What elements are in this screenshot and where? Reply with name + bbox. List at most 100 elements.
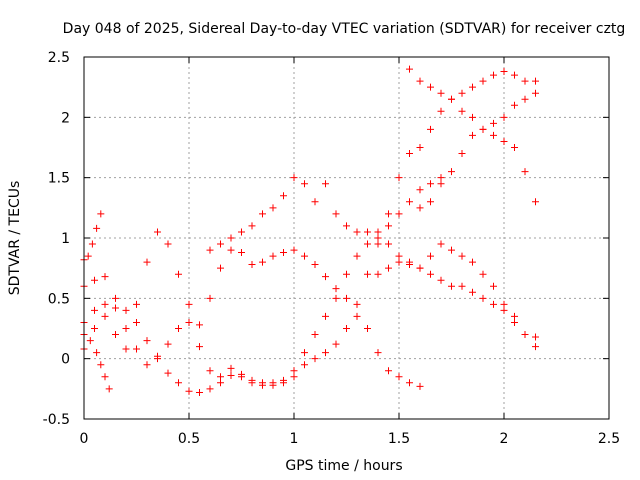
data-point xyxy=(311,331,319,339)
data-point xyxy=(217,264,224,272)
data-point xyxy=(343,270,350,278)
data-point xyxy=(164,240,172,248)
axis-ticks: 0 0.5 1 1.5 2 2.5 -0.5 0 0.5 1 1.5 2 2.5 xyxy=(43,50,620,447)
data-point xyxy=(101,312,109,320)
data-point xyxy=(364,325,371,332)
data-point xyxy=(101,273,109,281)
data-point xyxy=(227,234,235,242)
data-point xyxy=(133,318,140,326)
data-point xyxy=(469,288,476,296)
x-axis-label: GPS time / hours xyxy=(285,458,402,474)
data-point xyxy=(511,101,518,109)
data-point xyxy=(227,364,235,372)
data-point xyxy=(469,83,476,91)
data-point xyxy=(91,276,98,284)
data-point xyxy=(385,264,392,272)
data-point xyxy=(227,372,235,380)
data-point xyxy=(301,180,308,188)
y-tick-label: 0.5 xyxy=(48,291,70,307)
data-point xyxy=(343,294,350,302)
data-point xyxy=(427,252,434,260)
data-point xyxy=(521,168,529,176)
data-point xyxy=(196,343,203,351)
data-point xyxy=(269,252,277,260)
data-point xyxy=(406,198,413,206)
data-point xyxy=(437,174,445,182)
data-point xyxy=(175,270,182,278)
data-point xyxy=(86,337,94,345)
data-point xyxy=(374,270,382,278)
data-point xyxy=(185,300,193,308)
data-point xyxy=(437,89,445,97)
data-point xyxy=(374,234,382,242)
x-tick-label: 1 xyxy=(290,431,299,447)
data-point xyxy=(427,83,434,91)
data-point xyxy=(511,312,518,320)
data-series xyxy=(80,174,445,389)
data-series xyxy=(80,331,113,393)
data-point xyxy=(500,300,508,308)
data-point xyxy=(322,180,329,188)
data-point xyxy=(217,373,224,381)
data-point xyxy=(280,376,287,384)
data-point xyxy=(490,71,497,79)
data-point xyxy=(427,180,434,188)
data-point xyxy=(364,228,371,236)
data-point xyxy=(93,349,101,357)
data-point xyxy=(217,240,224,248)
data-series xyxy=(80,246,424,390)
data-point xyxy=(185,387,193,395)
y-tick-label: 2 xyxy=(61,110,70,126)
data-point xyxy=(88,240,96,248)
data-point xyxy=(343,325,350,332)
data-point xyxy=(238,373,245,381)
data-series xyxy=(374,240,539,341)
y-tick-label: 1 xyxy=(61,231,70,247)
x-tick-label: 2 xyxy=(500,431,509,447)
data-point xyxy=(406,379,413,387)
chart-title: Day 048 of 2025, Sidereal Day-to-day VTE… xyxy=(63,21,626,37)
data-point xyxy=(290,246,298,254)
data-point xyxy=(395,252,403,260)
data-point xyxy=(521,77,529,85)
data-point xyxy=(301,252,308,260)
data-point xyxy=(185,318,193,326)
data-point xyxy=(490,131,497,139)
data-point xyxy=(269,204,277,212)
data-point xyxy=(500,67,508,75)
data-point xyxy=(490,282,497,290)
data-point xyxy=(105,385,113,393)
data-point xyxy=(290,174,298,182)
data-point xyxy=(395,258,403,266)
data-point xyxy=(112,304,119,312)
data-point xyxy=(406,150,413,158)
data-point xyxy=(469,258,476,266)
data-point xyxy=(385,210,392,218)
data-point xyxy=(458,150,466,158)
data-point xyxy=(448,246,455,254)
data-series xyxy=(406,65,539,206)
data-point xyxy=(164,340,172,348)
data-point xyxy=(206,385,214,393)
data-point xyxy=(101,300,109,308)
data-point xyxy=(374,228,382,236)
data-point xyxy=(374,349,382,357)
y-tick-label: 1.5 xyxy=(48,171,70,187)
data-point xyxy=(154,228,161,236)
data-point xyxy=(353,312,361,320)
data-point xyxy=(248,379,256,387)
data-point xyxy=(133,300,140,308)
data-point xyxy=(521,95,529,103)
data-point xyxy=(122,306,130,314)
data-point xyxy=(353,252,361,260)
data-point xyxy=(280,192,287,200)
data-point xyxy=(196,321,203,329)
data-point xyxy=(490,300,497,308)
data-point xyxy=(248,222,256,230)
data-point xyxy=(91,325,98,332)
data-point xyxy=(385,367,392,375)
data-point xyxy=(143,337,151,345)
data-point xyxy=(416,186,424,194)
data-point xyxy=(532,198,539,206)
data-point xyxy=(322,349,329,357)
